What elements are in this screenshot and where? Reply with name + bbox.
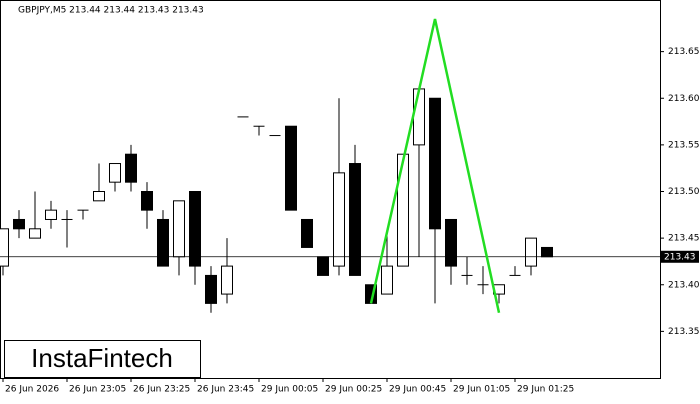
y-tick-label: 213.60 <box>668 94 700 104</box>
candle-body <box>29 228 41 239</box>
x-tick-label: 26 Jun 23:05 <box>69 385 126 395</box>
candle-body <box>381 265 393 295</box>
candle-body <box>541 246 553 258</box>
candle-body <box>429 97 441 230</box>
candle-body <box>125 153 137 183</box>
x-tick-label: 26 Jun 23:45 <box>197 385 254 395</box>
x-tick-label: 29 Jun 01:25 <box>517 385 574 395</box>
candle-body <box>333 172 345 267</box>
candle-body <box>285 125 297 211</box>
y-tick-label: 213.40 <box>668 280 700 290</box>
y-tick-label: 213.65 <box>668 47 700 57</box>
candle-body <box>317 256 329 276</box>
candle-body <box>93 191 105 202</box>
pattern-line <box>369 18 501 313</box>
candle-body <box>141 191 153 211</box>
y-tick-label: 213.55 <box>668 140 700 150</box>
current-price-box <box>661 250 699 263</box>
candle-body <box>413 88 425 146</box>
x-tick-label: 29 Jun 00:05 <box>261 385 318 395</box>
candle-body <box>189 191 201 267</box>
x-tick-label: 26 Jun 23:25 <box>133 385 190 395</box>
x-tick-label: 29 Jun 00:45 <box>389 385 446 395</box>
candle-body <box>349 163 361 276</box>
candle-body <box>301 218 313 248</box>
current-price-label: 213.43 <box>664 252 696 262</box>
watermark: InstaFintech <box>31 343 173 373</box>
watermark-box <box>4 340 201 378</box>
y-tick-label: 213.35 <box>668 327 700 337</box>
plot-frame <box>0 0 661 379</box>
candle-body <box>445 218 457 267</box>
candle-body <box>109 163 121 183</box>
candle-body <box>205 274 217 304</box>
candle-body <box>525 237 537 267</box>
candle-body <box>157 218 169 267</box>
candle-body <box>397 153 409 267</box>
candle-body <box>0 228 9 267</box>
x-tick-label: 26 Jun 2026 <box>5 385 59 395</box>
y-tick-label: 213.50 <box>668 187 700 197</box>
chart-title: GBPJPY,M5 213.44 213.44 213.43 213.43 <box>18 6 204 16</box>
y-tick-label: 213.45 <box>668 234 700 244</box>
candle-body <box>45 209 57 220</box>
x-tick-label: 29 Jun 00:25 <box>325 385 382 395</box>
candle-body <box>221 265 233 295</box>
candle-body <box>13 218 25 230</box>
candle-body <box>173 200 185 258</box>
x-tick-label: 29 Jun 01:05 <box>453 385 510 395</box>
